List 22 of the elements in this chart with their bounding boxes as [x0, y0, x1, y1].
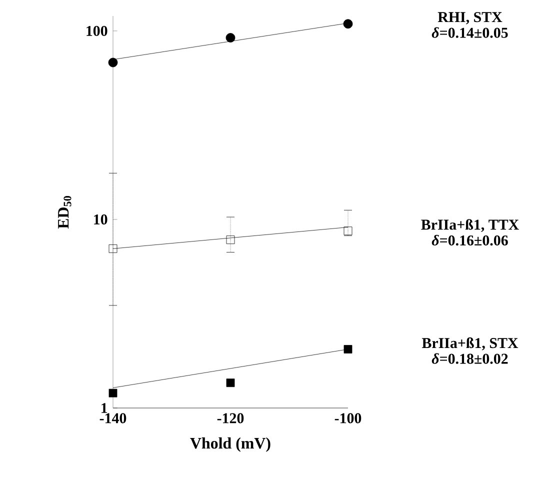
y-axis-title: ED$_{50}$ — [58, 196, 72, 229]
text: BrIIa+ß1, TTX — [421, 219, 519, 232]
point — [108, 244, 118, 253]
point — [226, 33, 236, 42]
point — [226, 236, 235, 244]
text: δ=0.18±0.02 — [432, 353, 508, 364]
point — [344, 345, 352, 354]
y-tick-label: 100 — [86, 26, 108, 36]
point — [108, 388, 118, 398]
x-tick-label: -120 — [217, 413, 244, 424]
text: RHI, STX — [438, 12, 502, 24]
text: BrIIa+ß1, STX — [422, 337, 518, 350]
x-axis-title: Vhold (mV) — [190, 437, 270, 452]
x-tick-label: -140 — [100, 413, 126, 424]
text: δ=0.14±0.05 — [432, 27, 508, 38]
point — [226, 378, 235, 388]
text: δ=0.16±0.06 — [432, 234, 508, 246]
point — [108, 58, 118, 68]
y-tick-label: 1 — [102, 403, 108, 413]
point — [343, 19, 353, 29]
x-tick-label: -100 — [334, 413, 362, 424]
y-tick-label: 10 — [94, 214, 108, 224]
